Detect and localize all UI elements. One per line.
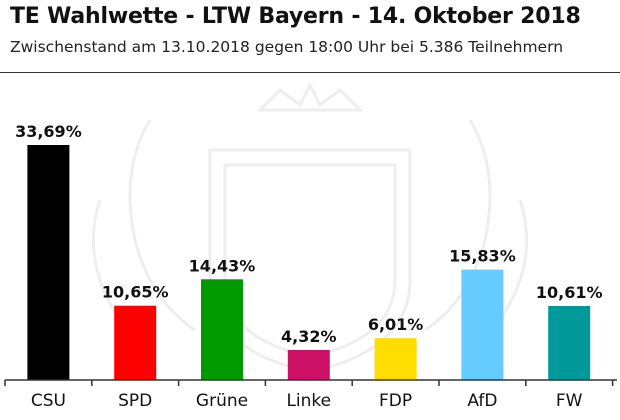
bar-gruene <box>201 279 243 380</box>
category-label: CSU <box>31 391 66 411</box>
title-divider <box>0 72 620 73</box>
bar-spd <box>114 305 157 380</box>
chart-subtitle: Zwischenstand am 13.10.2018 gegen 18:00 … <box>10 38 564 56</box>
bar-afd <box>461 269 504 380</box>
bar-linke <box>287 349 330 380</box>
bar-fw <box>548 306 591 380</box>
category-label: Grüne <box>196 391 248 411</box>
bar-fdp <box>374 338 417 380</box>
value-label: 10,65% <box>102 283 169 302</box>
value-labels-group: 33,69% 10,65% 14,43% 4,32% 6,01% 15,83% 10,61% <box>15 122 602 346</box>
category-labels-group: CSU SPD Grüne Linke FDP AfD FW <box>31 391 583 411</box>
chart-title: TE Wahlwette - LTW Bayern - 14. Oktober … <box>10 4 581 29</box>
category-label: AfD <box>467 391 497 411</box>
value-label: 6,01% <box>368 315 424 334</box>
bars-group <box>27 145 591 380</box>
category-label: Linke <box>286 391 331 411</box>
bar-csu <box>27 145 70 380</box>
value-label: 14,43% <box>189 256 256 275</box>
x-axis-ticks-group <box>4 380 614 386</box>
value-label: 4,32% <box>281 327 337 346</box>
value-label: 10,61% <box>536 283 603 302</box>
category-label: SPD <box>118 391 152 411</box>
category-label: FDP <box>379 391 412 411</box>
value-label: 15,83% <box>449 247 516 266</box>
value-label: 33,69% <box>15 122 82 141</box>
category-label: FW <box>556 391 583 411</box>
